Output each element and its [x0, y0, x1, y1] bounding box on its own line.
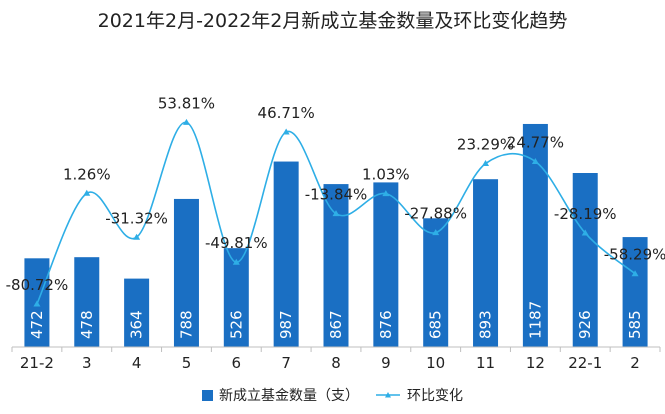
line-value-label: -27.88% — [404, 205, 467, 223]
line-point — [232, 258, 240, 265]
x-tick-label: 22-1 — [568, 354, 602, 372]
line-value-label: 24.77% — [507, 134, 564, 152]
bar — [473, 179, 499, 347]
bar-value-label: 685 — [427, 310, 445, 339]
line-point — [332, 210, 340, 217]
line-point — [33, 300, 41, 307]
line-value-label: 1.03% — [362, 166, 410, 184]
chart-title: 2021年2月-2022年2月新成立基金数量及环比变化趋势 — [97, 10, 568, 32]
bar — [423, 218, 449, 347]
x-tick-label: 3 — [82, 354, 92, 372]
line-point — [531, 158, 539, 165]
line-point — [482, 160, 490, 167]
line-point — [581, 229, 589, 236]
line-value-label: -31.32% — [105, 209, 168, 227]
x-tick-label: 12 — [526, 354, 545, 372]
bar-value-label: 478 — [78, 310, 96, 339]
bar — [124, 278, 150, 347]
line-value-label: 53.81% — [158, 94, 215, 112]
bar-value-label: 1187 — [526, 301, 544, 339]
x-tick-label: 7 — [281, 354, 291, 372]
bar — [373, 182, 399, 347]
x-tick-label: 10 — [426, 354, 445, 372]
line-point — [182, 118, 190, 125]
line-point — [133, 233, 141, 240]
bar-value-label: 926 — [576, 310, 594, 339]
bar — [572, 173, 598, 347]
bar-value-label: 472 — [28, 310, 46, 339]
legend-item-line: 环比变化 — [375, 385, 463, 405]
x-tick-label: 8 — [331, 354, 341, 372]
bar-value-label: 893 — [477, 310, 495, 339]
legend-item-bars: 新成立基金数量（支） — [202, 385, 359, 405]
line-value-label: -13.84% — [305, 186, 368, 204]
legend-bar-label: 新成立基金数量（支） — [219, 388, 359, 404]
legend-bar-swatch — [202, 389, 213, 401]
x-tick-label: 6 — [232, 354, 242, 372]
bar-value-label: 867 — [327, 310, 345, 339]
line-value-label: -80.72% — [6, 276, 69, 294]
bar-value-label: 364 — [128, 310, 146, 339]
x-tick-label: 5 — [182, 354, 192, 372]
line-point — [432, 229, 440, 236]
line-point — [282, 128, 290, 135]
bar-value-label: 876 — [377, 310, 395, 339]
bar-value-label: 526 — [227, 310, 245, 339]
bar — [173, 198, 199, 347]
series-line — [36, 121, 636, 305]
line-value-label: 1.26% — [63, 165, 111, 183]
line-value-label: -28.19% — [554, 205, 617, 223]
line-value-label: -49.81% — [205, 234, 268, 252]
line-value-label: 46.71% — [258, 104, 315, 122]
line-value-label: 23.29% — [457, 136, 514, 154]
bar-value-label: 585 — [626, 310, 644, 339]
x-tick-label: 9 — [381, 354, 391, 372]
bar — [622, 237, 648, 347]
x-tick-label: 21-2 — [20, 354, 54, 372]
bar — [74, 257, 100, 347]
line-value-label: -58.29% — [604, 246, 665, 264]
bar — [273, 161, 299, 347]
x-tick-label: 2 — [630, 354, 640, 372]
x-tick-label: 4 — [132, 354, 142, 372]
line-point — [382, 190, 390, 197]
bar-value-label: 788 — [177, 310, 195, 339]
legend: 新成立基金数量（支） 环比变化 — [0, 385, 665, 405]
x-tick-label: 11 — [476, 354, 495, 372]
legend-line-swatch — [376, 392, 400, 398]
legend-line-label: 环比变化 — [407, 388, 463, 404]
line-point — [631, 270, 639, 277]
bar-value-label: 987 — [277, 310, 295, 339]
line-point — [83, 189, 91, 196]
